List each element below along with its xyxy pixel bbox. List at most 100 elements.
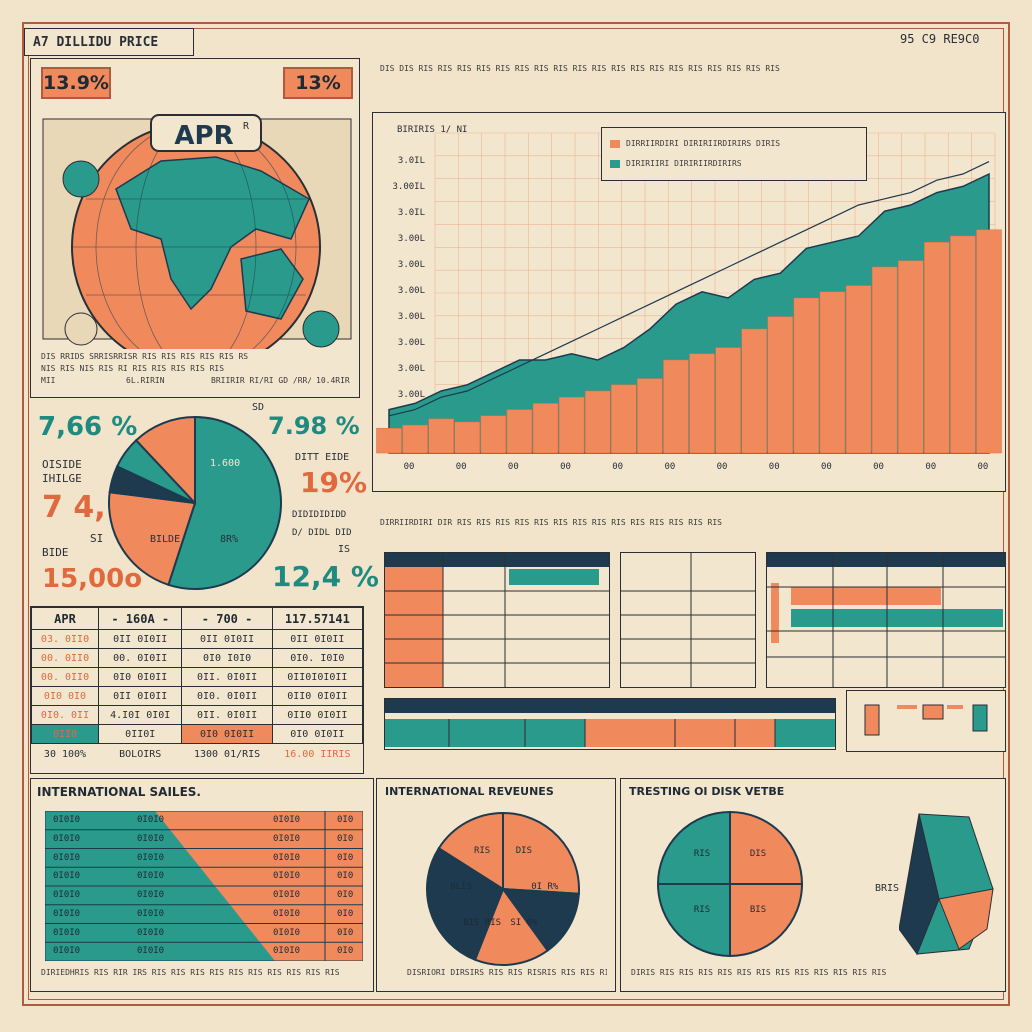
mid-table-2: [620, 552, 756, 688]
series-orange-bar: [871, 266, 898, 454]
intl-sales-row: 0I0I0 0I0I0 0I0I0 0I0: [45, 811, 363, 829]
series-orange-bar: [976, 229, 1002, 454]
apr-cell: 0I0 0I0II: [98, 667, 183, 687]
x-tick-label: 00: [612, 462, 623, 472]
x-tick-label: 00: [925, 462, 936, 472]
series-orange-bar: [480, 415, 507, 454]
apr-cell: 0II. 0I0II: [181, 667, 273, 687]
intl-sales-panel: INTERNATIONAL SAILES. 0I0I0 0I0I0 0I0I0 0I0…: [30, 778, 374, 992]
series-orange-bar: [506, 409, 533, 454]
legend-label-2: DIRIRIIRI DIRIRIIRDIRIRS: [626, 159, 742, 168]
apr-footer-2: 1300 01/RIS: [193, 749, 261, 761]
apr-cell: 00. 0II0: [30, 667, 100, 687]
revpie-label-2: SI 0%: [510, 918, 538, 928]
header-title-box: A7 DILLIDU PRICE: [24, 28, 194, 56]
apr-cell: 0I0. 0I0II: [181, 686, 273, 706]
intl-sales-cell: 0I0: [337, 946, 354, 957]
series-orange-bar: [845, 285, 872, 454]
globe-caption-3: MII: [41, 376, 56, 385]
stat-small-2: BIDE: [42, 546, 69, 559]
apr-header-2: - 700 -: [181, 607, 273, 630]
y-tick-label: 3.00IL: [392, 182, 425, 192]
series-orange-bar: [741, 328, 767, 454]
debtpie-label-1: BIS: [750, 905, 766, 915]
strip-table: [384, 698, 836, 750]
mid-table-3: [766, 552, 1006, 688]
intl-revenue-title: INTERNATIONAL REVEUNES: [385, 785, 554, 798]
apr-footer-0: 30 100%: [43, 749, 87, 761]
apr-cell: 0II 0I0II: [181, 629, 273, 649]
intl-sales-cell: 0I0I0: [137, 927, 165, 938]
small-pie: [108, 415, 282, 590]
intl-sales-cell: 0I0I0: [53, 815, 81, 825]
intl-sales-caption: DIRIEDHRIS RIS RIR IRS RIS RIS RIS RIS R…: [41, 968, 340, 977]
apr-cell: 0II 0I0II: [98, 629, 183, 649]
intl-sales-row: 0I0I0 0I0I0 0I0I0 0I0: [45, 924, 363, 942]
header-code-box: 95 C9 RE9C0: [900, 28, 1010, 48]
x-tick-label: 00: [560, 462, 571, 472]
intl-sales-cell: 0I0: [337, 852, 354, 863]
series-orange-bar: [454, 421, 481, 454]
debt-volume-caption: DIRIS RIS RIS RIS RIS RIS RIS RIS RIS RI…: [631, 968, 887, 977]
globe-tag: R: [243, 121, 250, 132]
apr-cell: 0I0 0I0: [30, 686, 100, 706]
debt-volume-pie: DIS BIS RIS RIS: [656, 810, 804, 958]
legend-label-1: DIRRIIRDIRI DIRIRIIRDIRIRS DIRIS: [626, 139, 781, 148]
apr-cell: 0II0I0I0II: [271, 667, 364, 687]
intl-sales-cell: 0I0I0: [137, 815, 165, 825]
stat-right-red: 19%: [300, 466, 368, 499]
intl-sales-cell: 0I0I0: [53, 852, 81, 863]
x-tick-label: 00: [664, 462, 675, 472]
apr-cell: 0II 0I0II: [271, 629, 364, 649]
debtpie-label-0: DIS: [750, 849, 766, 859]
stat-top-right-pct: 7.98 %: [268, 412, 360, 440]
intl-sales-cell: 0I0I0: [53, 890, 81, 900]
stat-bottom-pct: 12,4 %: [272, 560, 379, 593]
apr-table: APR - 160A -- 700 -117.57141 03. 0II0 0II …: [30, 607, 364, 766]
intl-sales-cell: 0I0I0: [273, 833, 301, 844]
apr-cell: 0II0: [30, 724, 100, 744]
chart-title: BIRIRIS 1/ NI: [397, 125, 468, 135]
legend-swatch-orange: [610, 140, 620, 148]
intl-sales-cell: 0I0I0: [137, 833, 165, 844]
mid-table-3-grid: [767, 553, 1005, 687]
revpie-label-4: 6LIS: [450, 882, 472, 892]
y-tick-label: 3.00L: [398, 338, 425, 348]
series-orange-bar: [611, 384, 637, 454]
debt-volume-title: TRESTING OI DISK VETBE: [629, 785, 785, 798]
series-orange-bar: [897, 260, 924, 454]
mid-text: DIRRIIRDIRI DIR RIS RIS RIS RIS RIS RIS …: [380, 518, 722, 527]
intl-sales-cell: 0I0: [337, 871, 354, 882]
x-tick-label: 00: [717, 462, 728, 472]
x-tick-label: 00: [508, 462, 519, 472]
series-orange-bar: [924, 241, 950, 454]
apr-row: 0I0. 0II 4.I0I 0I0I 0II. 0I0II 0II0 0I0II: [30, 705, 364, 725]
x-tick-label: 00: [821, 462, 832, 472]
globe-panel: 13.9% 13% APR R DIS RRIDS SRRISRRISR RIS…: [30, 58, 360, 398]
debt-side-label: BRIS: [875, 883, 900, 894]
y-tick-label: 3.00L: [398, 312, 425, 322]
apr-cell: 0I0 0I0II: [271, 724, 364, 744]
intl-revenue-panel: INTERNATIONAL REVEUNES DIS 0I R% SI 0% BIS …: [376, 778, 616, 992]
intl-sales-cell: 0I0I0: [137, 871, 165, 882]
x-tick-label: 00: [873, 462, 884, 472]
intl-sales-cell: 0I0I0: [53, 833, 81, 844]
apr-row: 0I0 0I0 0II 0I0II 0I0. 0I0II 0II0 0I0II: [30, 686, 364, 706]
apr-row: 03. 0II0 0II 0I0II 0II 0I0II 0II 0I0II: [30, 629, 364, 649]
series-orange-bar: [376, 427, 402, 454]
apr-header-1: - 160A -: [98, 607, 183, 630]
mid-table-1: [384, 552, 610, 688]
series-orange-bar: [532, 403, 559, 454]
stat-big-left: 15,00o: [42, 564, 143, 594]
globe-label: APR: [174, 121, 234, 151]
y-tick-label: 3.0IL: [398, 208, 425, 218]
globe-caption-1: DIS RRIDS SRRISRRISR RIS RIS RIS RIS RIS…: [41, 352, 249, 361]
debt-pie-slice-3: [656, 810, 731, 885]
apr-row: 0II0 0II0I 0I0 0I0II 0I0 0I0II: [30, 724, 364, 744]
y-tick-label: 3.0IL: [398, 156, 425, 166]
outer-frame: [22, 22, 1010, 1006]
series-orange-bar: [689, 353, 715, 454]
intl-sales-cell: 0I0I0: [53, 946, 81, 957]
x-tick-label: 00: [404, 462, 415, 472]
pill-right: 13%: [283, 67, 353, 99]
